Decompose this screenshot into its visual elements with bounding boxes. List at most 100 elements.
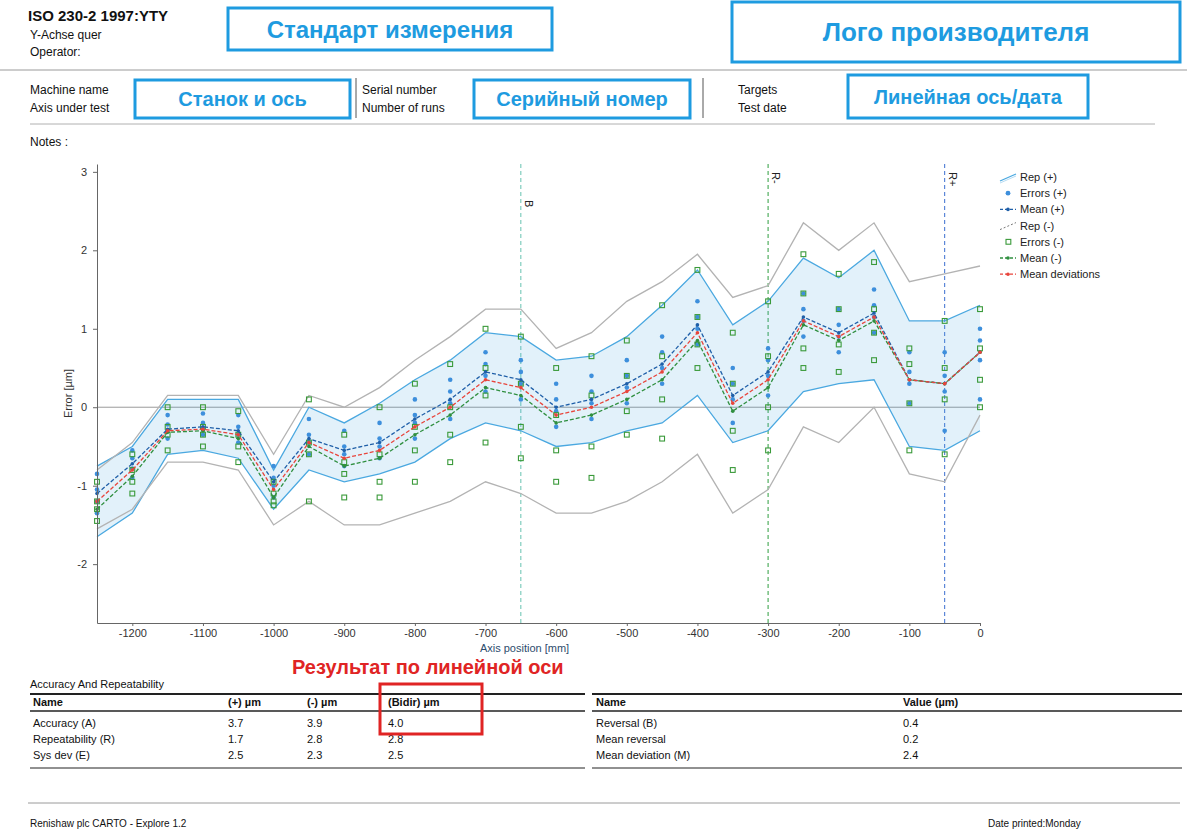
table-rule <box>592 693 1182 695</box>
field-label: Test date <box>738 101 787 115</box>
tick-mark <box>909 623 910 626</box>
error-point <box>554 381 559 386</box>
table-cell: Mean deviation (M) <box>596 749 690 761</box>
legend-label: Errors (+) <box>1020 187 1067 199</box>
error-point <box>483 393 488 398</box>
series-marker <box>448 413 452 417</box>
page: ISO 230-2 1997:YTYY-Achse querOperator:M… <box>0 0 1187 837</box>
header-rule <box>0 70 1187 71</box>
error-point <box>907 448 912 453</box>
axis: -2-10123 <box>77 165 97 624</box>
series-marker <box>872 315 876 319</box>
footer: Renishaw plc CARTO - Explore 1.2Date pri… <box>28 803 1180 829</box>
series-marker <box>802 315 806 319</box>
error-point <box>836 307 841 312</box>
error-point <box>130 479 135 484</box>
field-label: Axis under test <box>30 101 110 115</box>
tick: 3 <box>81 166 97 178</box>
series-marker <box>731 394 735 398</box>
error-point <box>342 460 347 465</box>
series-marker <box>131 462 135 466</box>
tick-label: -1000 <box>260 627 288 639</box>
error-point <box>660 397 665 402</box>
series-marker <box>554 405 558 409</box>
error-point <box>766 299 771 304</box>
error-point <box>624 409 629 414</box>
legend-label: Mean (+) <box>1020 203 1064 215</box>
series-marker <box>484 378 488 382</box>
plot-area <box>95 164 983 623</box>
field-label: Serial number <box>362 83 437 97</box>
series-marker <box>660 370 664 374</box>
table-cell: 2.5 <box>388 749 403 761</box>
tick-mark <box>768 623 769 626</box>
error-point <box>130 452 135 457</box>
table-rule <box>30 710 585 712</box>
error-point <box>907 362 912 367</box>
error-point <box>201 411 206 416</box>
series-marker <box>837 339 841 343</box>
error-point <box>589 374 594 379</box>
series-marker <box>307 445 311 449</box>
header-rule <box>30 124 1155 125</box>
series-marker <box>731 402 735 406</box>
table-cell: 0.2 <box>903 733 918 745</box>
series-marker <box>307 437 311 441</box>
table-cell: Sys dev (E) <box>33 749 90 761</box>
error-point <box>236 409 241 414</box>
series-marker <box>307 441 311 445</box>
error-point <box>554 397 559 402</box>
series-marker <box>413 425 417 429</box>
tick-mark <box>697 623 698 626</box>
annotation-box <box>732 2 1180 62</box>
axis: -1200-1100-1000-900-800-700-600-500-400-… <box>98 623 984 639</box>
error-point <box>907 401 912 406</box>
error-point <box>942 366 947 371</box>
error-point <box>766 405 771 410</box>
error-point <box>483 374 488 379</box>
field-label: Machine name <box>30 83 109 97</box>
tick-mark <box>93 172 97 173</box>
chart: BR-R+-2-10123-1200-1100-1000-900-800-700… <box>62 164 1101 654</box>
tick-mark <box>627 623 628 626</box>
error-point <box>978 397 983 402</box>
tick-mark <box>486 623 487 626</box>
annotation-text: Станок и ось <box>178 88 306 110</box>
error-point <box>695 315 700 320</box>
error-point <box>377 444 382 449</box>
error-point <box>801 307 806 312</box>
error-point <box>165 448 170 453</box>
legend-swatch <box>1006 191 1011 196</box>
annotation-box <box>474 80 690 118</box>
series-marker <box>908 378 912 382</box>
error-point <box>412 479 417 484</box>
series-marker <box>413 433 417 437</box>
series-marker <box>236 433 240 437</box>
series-marker <box>872 311 876 315</box>
error-point <box>236 425 241 430</box>
tick: -700 <box>475 623 497 639</box>
error-point <box>201 432 206 437</box>
series-marker <box>766 378 770 382</box>
table-rule <box>592 768 1182 769</box>
legend-label: Errors (-) <box>1020 236 1064 248</box>
tick-mark <box>93 329 97 330</box>
series-marker <box>908 378 912 382</box>
series-marker <box>272 488 276 492</box>
error-point <box>130 491 135 496</box>
error-point <box>801 291 806 296</box>
error-point <box>589 444 594 449</box>
error-point <box>978 377 983 382</box>
tick-label: -500 <box>616 627 638 639</box>
error-point <box>695 315 700 320</box>
table-rule <box>30 693 585 695</box>
tick-mark <box>274 623 275 626</box>
series-marker <box>766 386 770 390</box>
legend-swatch <box>1006 208 1010 212</box>
tick-label: -1 <box>77 480 87 492</box>
series-marker <box>696 331 700 335</box>
error-point <box>201 432 206 437</box>
error-point <box>907 346 912 351</box>
error-point <box>625 401 630 406</box>
table-header: (Bidir) µm <box>388 696 440 708</box>
